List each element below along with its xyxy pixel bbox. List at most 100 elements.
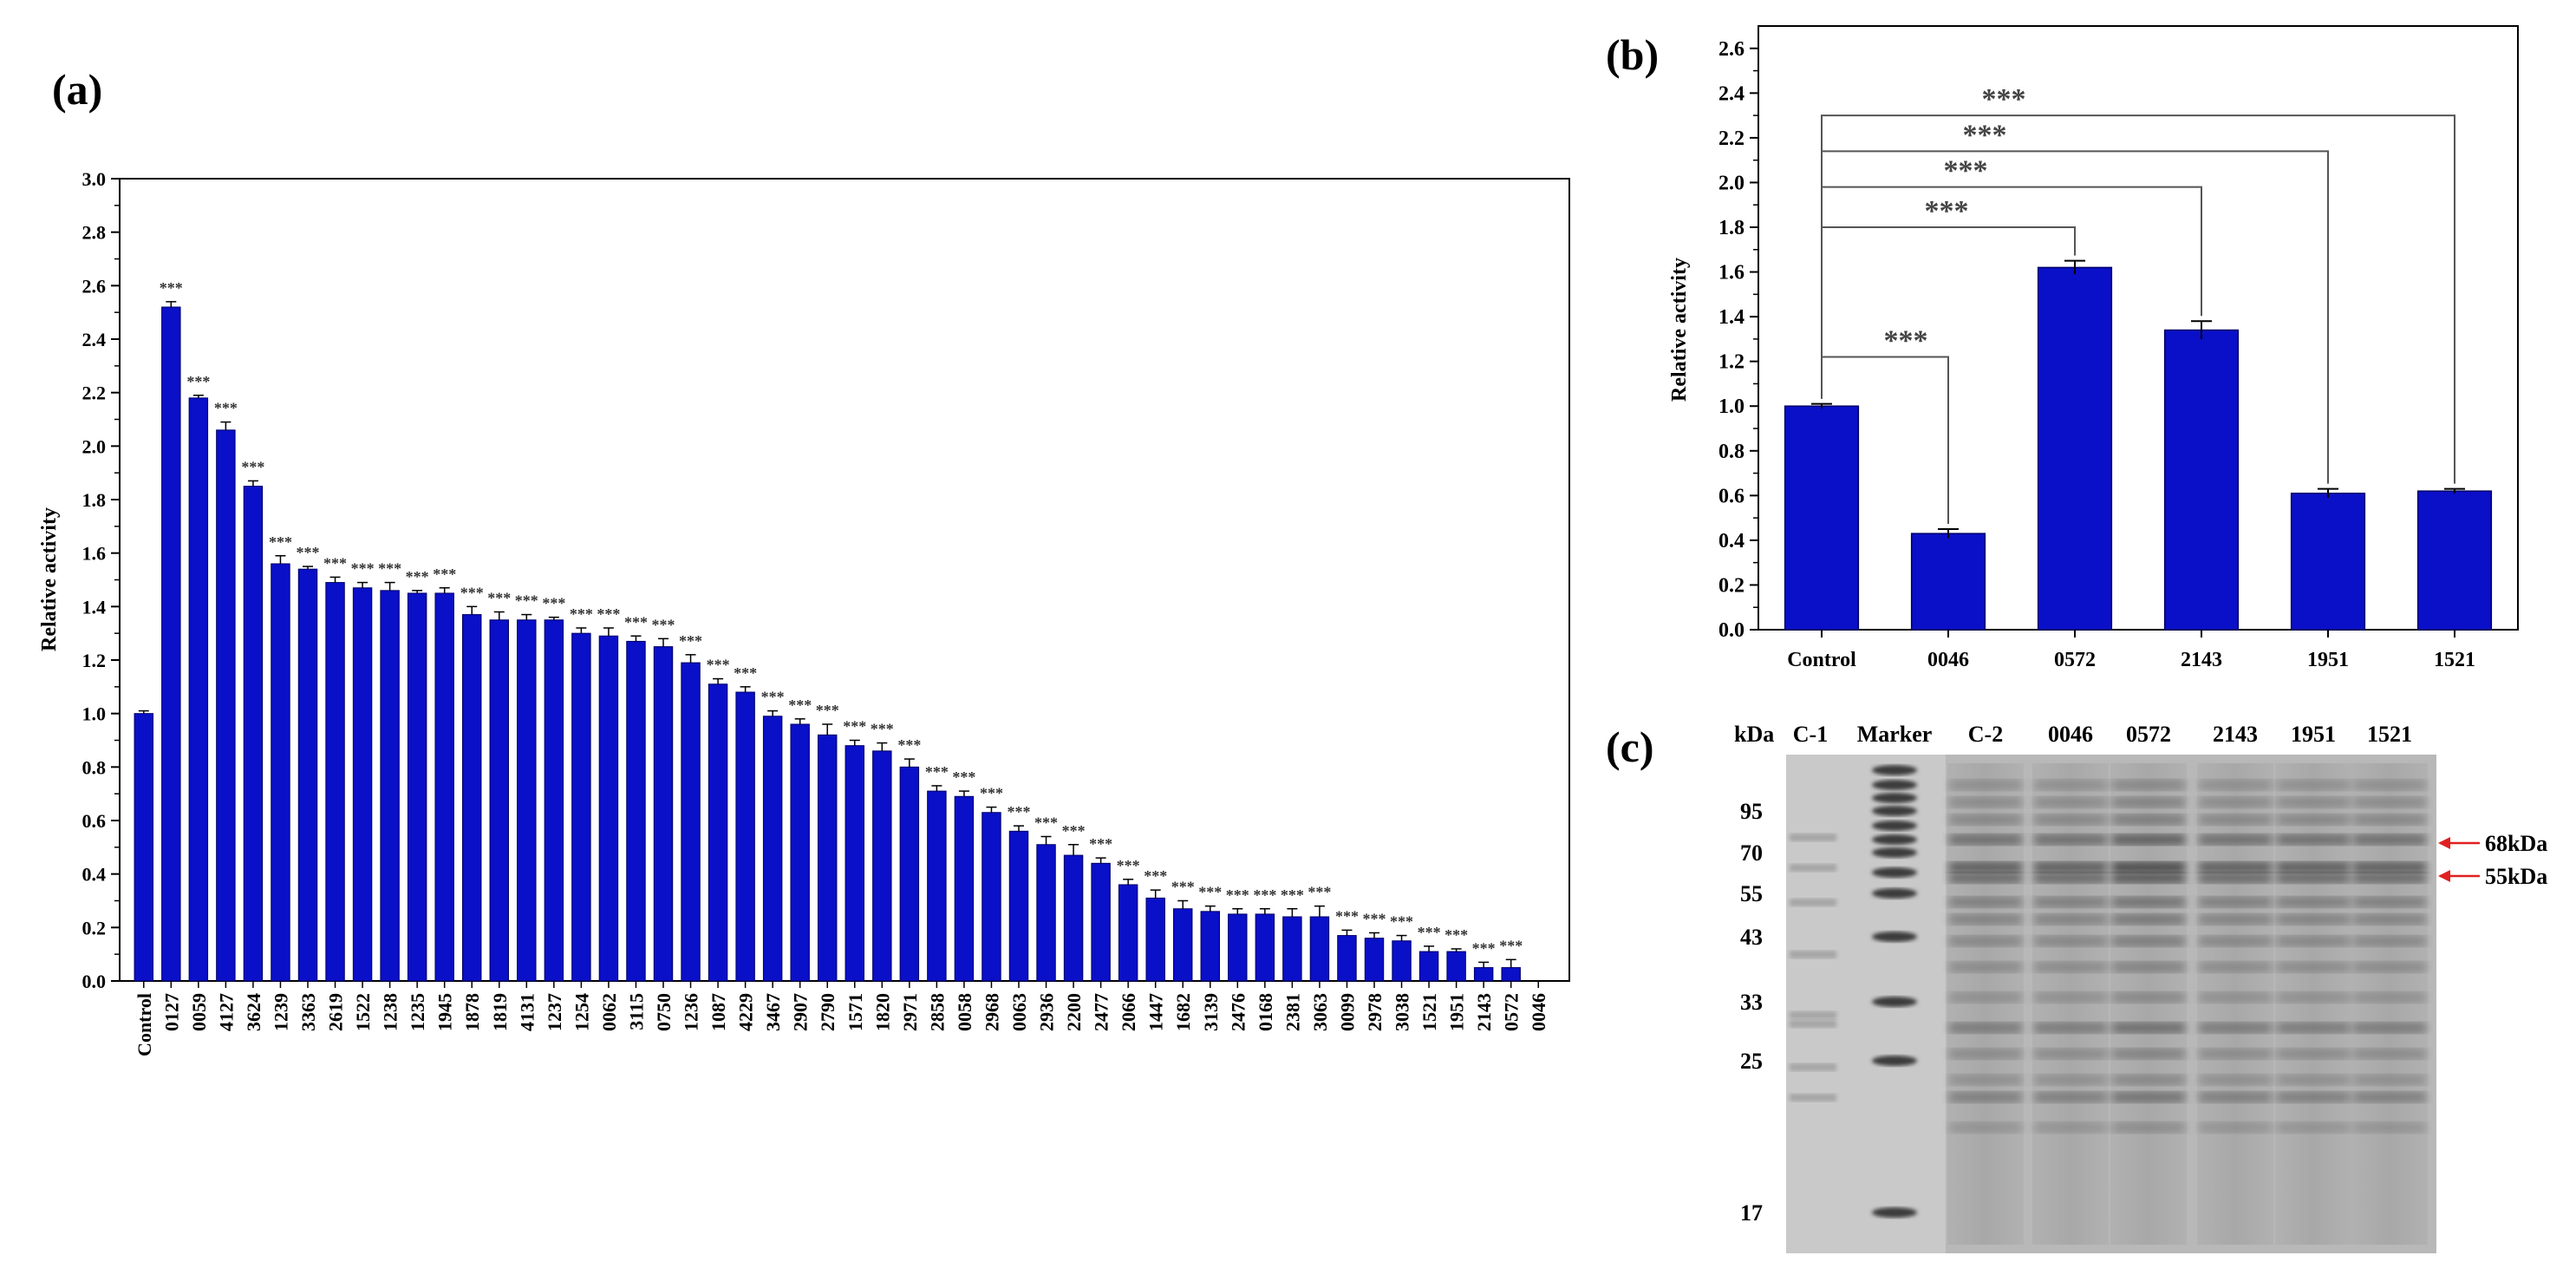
- panel-b-x-ticks: Control 0046 0572 2143 1951 1521: [1787, 630, 2475, 671]
- gel-band: [2112, 1023, 2185, 1033]
- gel-band: [2277, 873, 2350, 883]
- panel-a-x-tick-label: 0127: [160, 993, 182, 1031]
- gel-band: [2034, 814, 2107, 825]
- gel-ladder-band: [1872, 1207, 1917, 1218]
- gel-band: [2199, 962, 2272, 972]
- gel-band: [2277, 797, 2350, 808]
- panel-a-bar: [407, 592, 427, 982]
- gel-band: [2199, 1049, 2272, 1059]
- panel-a-bar: [517, 619, 537, 982]
- panel-a-significance: ***: [378, 560, 401, 578]
- gel-band: [2353, 1075, 2426, 1085]
- gel-band: [2034, 873, 2107, 883]
- gel-ladder-band: [1872, 834, 1917, 845]
- gel-lane-label: Marker: [1857, 722, 1933, 747]
- gel-band: [2353, 936, 2426, 946]
- gel-band: [2199, 814, 2272, 825]
- panel-a-x-tick-label: 1254: [571, 993, 592, 1031]
- panel-a-bar: [1255, 913, 1275, 982]
- panel-a-bar: [134, 713, 153, 982]
- gel-band: [2034, 936, 2107, 946]
- panel-a-x-tick-label: 2968: [981, 993, 1002, 1031]
- gel-band: [1949, 1092, 2022, 1102]
- panel-b-x-tick-label: Control: [1787, 649, 1856, 671]
- panel-a-y-tick-label: 2.6: [82, 275, 107, 297]
- panel-a-x-tick-label: 1239: [270, 993, 291, 1031]
- panel-a-significance: ***: [570, 605, 593, 623]
- gel-band: [2277, 897, 2350, 907]
- panel-b-x-tick-label: 0046: [1927, 649, 1969, 671]
- gel-band: [1790, 834, 1836, 841]
- gel-band: [2199, 936, 2272, 946]
- panel-a-bar: [380, 590, 400, 982]
- gel-image: [1786, 755, 2436, 1253]
- panel-a-significance: ***: [1034, 814, 1058, 832]
- gel-band: [2277, 834, 2350, 845]
- gel-band: [2277, 936, 2350, 946]
- panel-b-x-tick-label: 0572: [2054, 649, 2096, 671]
- panel-a-y-ticks: 0.0 0.2 0.4 0.6 0.8 1.0 1.2 1.4 1.6 1.8 2.0 2.2 2.4 2…: [82, 168, 120, 992]
- panel-a-significance: ***: [707, 657, 730, 674]
- gel-band: [1790, 1020, 1836, 1028]
- panel-b-y-tick-label: 1.0: [1718, 396, 1745, 418]
- gel-band: [1790, 951, 1836, 958]
- panel-a-bar: [872, 750, 892, 982]
- gel-band: [1790, 1011, 1836, 1019]
- gel-arrow-head: [2438, 870, 2450, 882]
- gel-band: [2199, 797, 2272, 808]
- panel-a-bar: [1392, 940, 1412, 982]
- panel-a-x-tick-label: 2936: [1036, 993, 1058, 1031]
- panel-b-y-tick-label: 1.8: [1718, 217, 1745, 239]
- panel-a-significance: ***: [1390, 913, 1413, 931]
- panel-a-bar: [271, 563, 290, 982]
- gel-band: [2199, 992, 2272, 1003]
- gel-unit-label: kDa: [1734, 722, 1774, 747]
- panel-a-x-tick-label: 1951: [1446, 993, 1468, 1031]
- gel-ladder-band: [1872, 888, 1917, 899]
- panel-b-bracket-label: ***: [1944, 155, 1988, 187]
- gel-band: [2199, 862, 2272, 873]
- panel-a-x-tick-label: 0059: [188, 993, 210, 1031]
- panel-a-bar: [735, 691, 755, 982]
- gel-band: [2199, 914, 2272, 925]
- panel-a-significance: ***: [1472, 939, 1496, 957]
- gel-band: [2112, 814, 2185, 825]
- panel-a-significance: ***: [487, 590, 511, 607]
- panel-a-x-tick-label: 1945: [434, 993, 456, 1031]
- gel-lane-label: 2143: [2213, 722, 2258, 747]
- panel-a-bar: [434, 592, 454, 982]
- panel-b-bar: [2163, 329, 2240, 631]
- gel-band: [2353, 862, 2426, 873]
- panel-a-bar: [653, 646, 674, 982]
- panel-a-x-tick-label: 1236: [681, 993, 702, 1031]
- gel-band: [2353, 873, 2426, 883]
- gel-band: [2034, 862, 2107, 873]
- gel-marker-label: 55: [1740, 881, 1763, 906]
- panel-a-bar: [571, 632, 591, 982]
- panel-b-bar: [1784, 405, 1860, 631]
- panel-a-significance: ***: [1335, 907, 1359, 925]
- gel-band: [2199, 897, 2272, 907]
- gel-band: [1949, 1023, 2022, 1033]
- gel-marker-label: 95: [1740, 799, 1763, 824]
- gel-lane-labels: C-1 Marker C-2 0046 0572 2143 1951 1521: [1793, 722, 2412, 747]
- gel-band: [2277, 814, 2350, 825]
- panel-a-bar: [1418, 951, 1439, 982]
- panel-a-bar: [899, 766, 920, 982]
- panel-a-bar: [297, 568, 318, 982]
- panel-a-y-tick-label: 1.8: [82, 489, 107, 511]
- panel-a-bar: [243, 486, 264, 982]
- gel-band: [2199, 1075, 2272, 1085]
- panel-b-y-tick-label: 0.0: [1718, 619, 1745, 642]
- gel-band: [2034, 897, 2107, 907]
- panel-b-bracket: [1821, 186, 2202, 399]
- gel-band: [1949, 1075, 2022, 1085]
- gel-band: [2277, 1049, 2350, 1059]
- gel-band: [2277, 862, 2350, 873]
- panel-a-x-tick-label: 0063: [1008, 993, 1030, 1031]
- panel-a-y-tick-label: 2.0: [82, 435, 107, 457]
- panel-a-x-ticks: Control 0127 0059 4127 3624 1239 3363 2619 1522 1…: [134, 981, 1549, 1056]
- panel-a-bar: [1118, 884, 1138, 982]
- gel-lane-label: 1521: [2367, 722, 2412, 747]
- gel-band: [2112, 1122, 2185, 1133]
